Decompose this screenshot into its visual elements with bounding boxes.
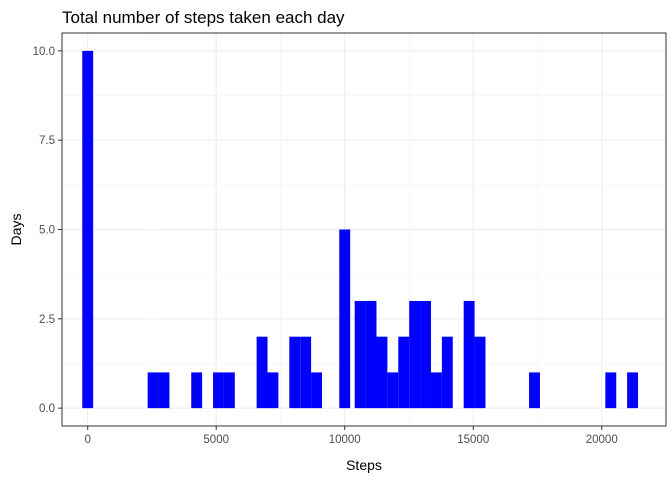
histogram-bar (213, 372, 224, 409)
histogram-bar (82, 50, 94, 409)
histogram-bar (474, 336, 486, 409)
histogram-bar (441, 336, 453, 409)
histogram-bar (430, 372, 442, 409)
histogram-bar (339, 229, 351, 409)
histogram-bar (289, 336, 301, 409)
y-axis: 0.0 2.5 5.0 7.5 10.0 (33, 46, 62, 415)
x-tick-label: 0 (84, 434, 90, 446)
histogram-bar (354, 300, 366, 409)
histogram-bars (82, 50, 639, 409)
y-tick-label: 7.5 (39, 135, 55, 147)
histogram-bar (409, 300, 421, 409)
histogram-bar (398, 336, 410, 409)
histogram-bar (529, 372, 540, 409)
y-tick-label: 0.0 (39, 403, 55, 415)
y-axis-title: Days (8, 214, 24, 246)
histogram-bar (158, 372, 170, 409)
x-axis-title: Steps (346, 457, 382, 473)
histogram-bar (387, 372, 399, 409)
x-tick-label: 20000 (586, 434, 618, 446)
histogram-bar (147, 372, 159, 409)
histogram-bar (300, 336, 312, 409)
histogram-bar (267, 372, 279, 409)
histogram-bar (191, 372, 203, 409)
histogram-bar (463, 300, 475, 409)
x-tick-label: 10000 (329, 434, 361, 446)
histogram-bar (223, 372, 235, 409)
histogram-bar (311, 372, 323, 409)
x-tick-label: 15000 (457, 434, 489, 446)
x-axis: 0 5000 10000 15000 20000 (84, 426, 618, 446)
histogram-bar (627, 372, 639, 409)
x-tick-label: 5000 (203, 434, 229, 446)
histogram-bar (256, 336, 268, 409)
chart-title: Total number of steps taken each day (62, 8, 345, 27)
histogram-bar (365, 300, 377, 409)
histogram-bar (420, 300, 431, 409)
y-tick-label: 5.0 (39, 225, 55, 237)
histogram-bar (605, 372, 617, 409)
y-tick-label: 2.5 (39, 314, 55, 326)
histogram-bar (376, 336, 388, 409)
y-tick-label: 10.0 (33, 46, 55, 58)
